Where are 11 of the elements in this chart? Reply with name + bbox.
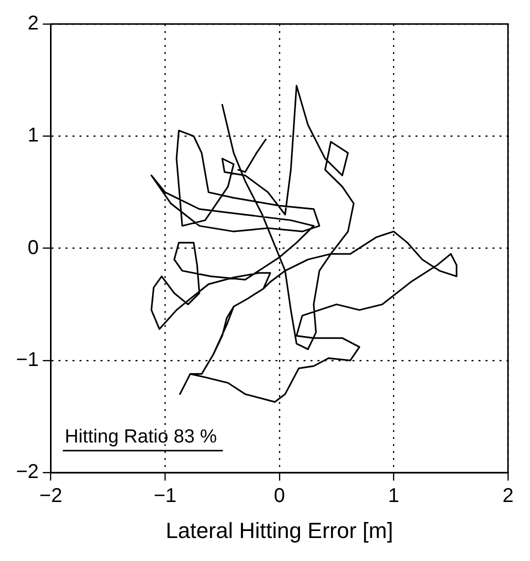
x-tick-label: −1 (154, 485, 177, 508)
x-tick-label: 1 (388, 485, 400, 508)
y-tick-label: 2 (28, 12, 39, 35)
y-tick-label: 0 (28, 236, 39, 259)
x-tick-label: 2 (502, 485, 514, 508)
y-tick-label: −1 (16, 348, 39, 371)
x-axis-title: Lateral Hitting Error [m] (166, 518, 394, 543)
y-tick-label: −2 (16, 461, 39, 484)
y-tick-label: 1 (28, 124, 39, 147)
annotation: Hitting Ratio 83 % (64, 426, 217, 448)
x-tick-label: 0 (274, 485, 285, 508)
